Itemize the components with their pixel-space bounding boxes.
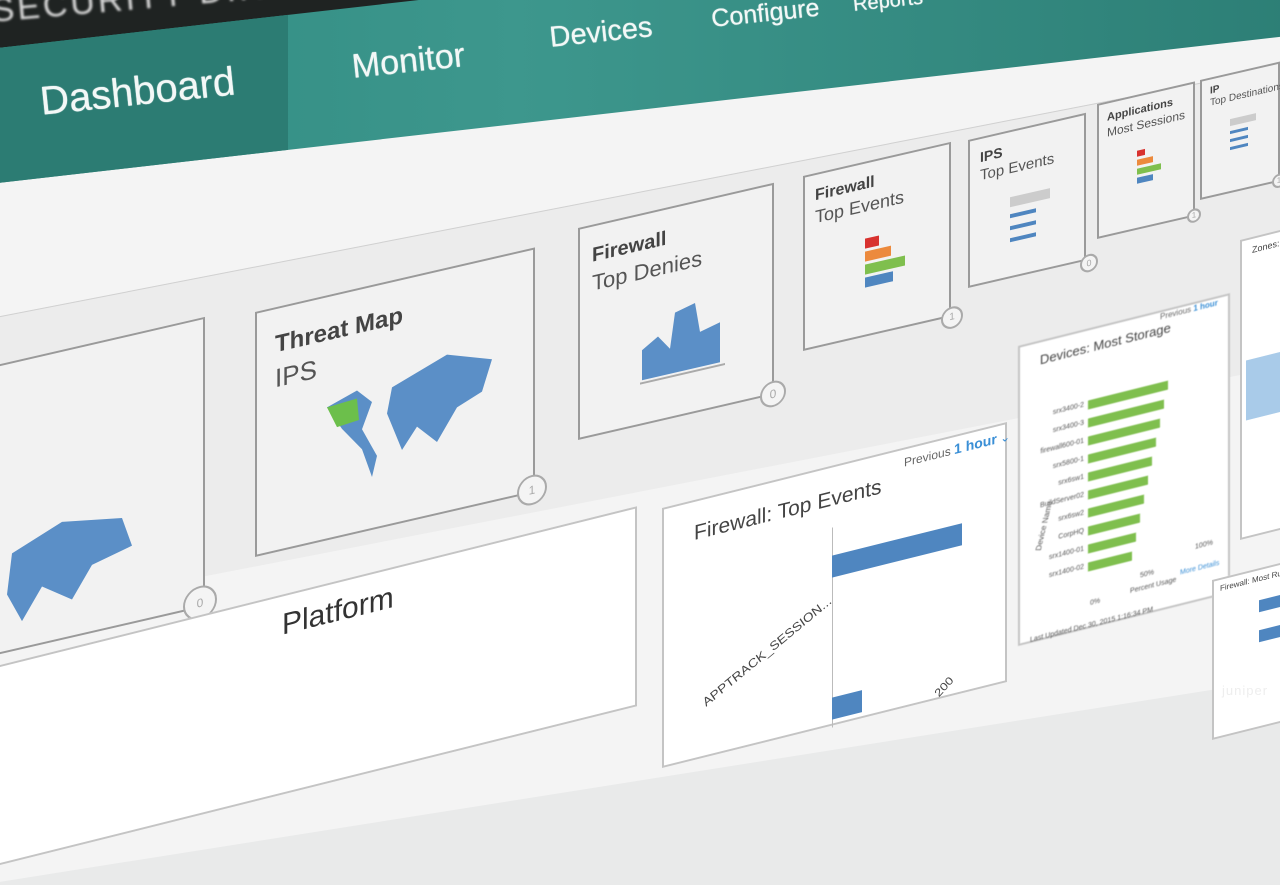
chart-bar [1259,592,1280,613]
widget-ips-top-events[interactable]: IPS Top Events 0 [968,112,1098,288]
device-label: srx3400-2 [1052,401,1084,417]
tick-100: 100% [1195,539,1213,551]
chart-bar [832,523,962,578]
chart-bar [1259,622,1280,643]
tick-0: 0% [1090,597,1101,608]
chevron-down-icon: ⌄ [1000,429,1011,446]
row-label: APPTRACK_SESSION... [700,593,834,710]
bar-red [865,235,879,249]
more-details-link[interactable]: More Details [1180,559,1220,577]
bar-orange [1137,156,1153,166]
widget-count-badge: 1 [1272,172,1280,190]
tick-50: 50% [1140,569,1155,580]
list-header-bar [1230,113,1256,127]
widget-applications-most-sessions[interactable]: Applications Most Sessions 1 [1097,81,1201,240]
axis-tick: 200 [931,674,957,700]
panel-title: Platform [282,580,394,642]
storage-bar [1088,551,1132,572]
widget-subtitle: IPS [275,353,317,394]
panel-firewall-rule-hits: Firewall: Most Rule Hits [1212,560,1280,740]
list-row [1010,220,1036,231]
world-map-icon [7,517,132,622]
juniper-watermark: juniper [1222,683,1269,698]
device-label: BuildServer02 [1040,491,1084,510]
widget-ip-top-destinations[interactable]: IP Top Destinations 1 [1200,61,1280,200]
list-row [1230,134,1248,143]
world-map-icon [327,354,492,477]
device-label: srx5800-1 [1052,455,1084,471]
list-row [1010,208,1036,219]
area-chart-icon [640,302,725,385]
range-value: 1 hour [1193,298,1218,314]
bar-green [1137,163,1161,175]
widget-firewall-top-events[interactable]: Firewall Top Events 1 [803,141,963,351]
widget-threat-map[interactable]: Threat Map IPS 1 [255,247,547,557]
device-label: srx1400-02 [1048,563,1084,580]
range-value: 1 hour [954,430,997,458]
x-axis-label: Percent Usage [1130,576,1177,596]
panel-devices-most-storage: Devices: Most Storage Previous 1 hour sr… [1018,293,1230,646]
range-prefix: Previous [904,444,951,470]
list-row [1230,142,1248,151]
widget-world-map[interactable]: 0 [0,316,217,668]
chart-bar [832,690,862,720]
device-label: srx3400-3 [1052,419,1084,435]
widget-title: Threat Map [275,301,404,359]
area-chart [1246,348,1280,421]
widget-firewall-top-denies[interactable]: Firewall Top Denies 0 [578,182,786,441]
list-row [1010,232,1036,243]
bar-blue [1137,174,1153,184]
device-label: srx6sw1 [1058,473,1084,487]
storage-bar [1088,513,1140,536]
panel-zones: Zones: M [1240,225,1280,540]
widget-subtitle: Top Destinations [1210,80,1280,109]
panel-title: Zones: M [1252,236,1280,256]
bar-red [1137,148,1145,157]
device-label: firewall600-01 [1040,437,1084,456]
storage-bar [1088,532,1136,554]
list-header-bar [1010,188,1050,208]
list-row [1230,126,1248,135]
